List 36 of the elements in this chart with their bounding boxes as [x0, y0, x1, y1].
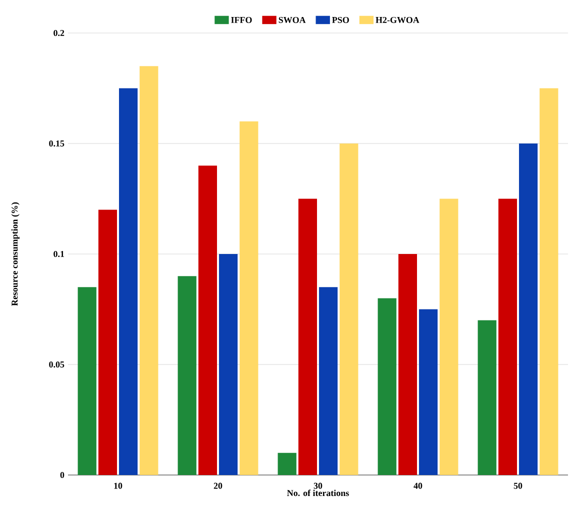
bar: [278, 452, 296, 475]
bar: [519, 143, 538, 475]
bar: [378, 298, 396, 475]
bar: [498, 198, 517, 475]
x-tick-label: 50: [514, 482, 522, 489]
y-axis-title: Resource consumption (%): [11, 202, 20, 306]
bar: [240, 121, 258, 475]
y-tick-label: 0.2: [54, 30, 64, 36]
bar: [219, 254, 238, 475]
bar: [198, 166, 217, 475]
bar: [540, 88, 558, 475]
bar: [78, 287, 96, 475]
bar: [478, 320, 496, 475]
legend-label: PSO: [332, 16, 349, 23]
bar: [98, 210, 117, 475]
bar: [178, 276, 196, 475]
bar: [398, 254, 417, 475]
bar: [440, 198, 458, 475]
legend-label: H2-GWOA: [376, 16, 420, 24]
x-tick-label: 40: [414, 482, 422, 489]
bar: [298, 198, 317, 475]
x-tick-label: 20: [214, 482, 222, 489]
y-tick-label: 0.15: [49, 140, 64, 147]
legend-label: IFFO: [231, 16, 252, 23]
bar: [319, 287, 338, 475]
x-tick-label: 30: [314, 482, 322, 489]
y-tick-label: 0: [60, 472, 64, 478]
legend-label: SWOA: [278, 16, 306, 24]
x-tick-label: 10: [114, 482, 122, 489]
bar: [140, 66, 158, 475]
y-tick-label: 0.1: [54, 250, 64, 258]
bar: [419, 309, 438, 475]
bar: [119, 88, 138, 475]
x-axis-title: No. of iterations: [287, 490, 349, 496]
bar: [340, 143, 358, 475]
y-tick-label: 0.05: [49, 361, 64, 368]
